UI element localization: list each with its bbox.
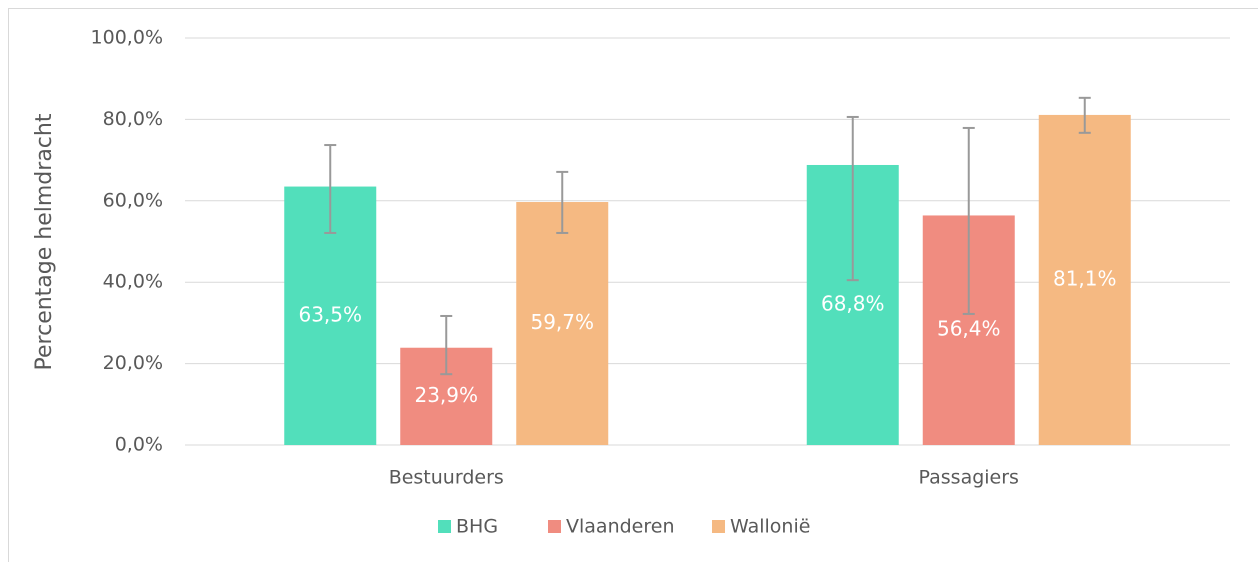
data-label: 81,1% [1053,266,1117,290]
y-tick-label: 40,0% [103,271,163,293]
data-label: 23,9% [414,383,478,407]
bar [516,202,609,445]
data-label: 68,8% [821,291,885,315]
legend-swatch [548,520,561,533]
data-label: 56,4% [937,317,1001,341]
y-tick-label: 100,0% [91,27,163,49]
y-axis-label: Percentage helmdracht [32,113,57,370]
y-tick-label: 20,0% [103,352,163,374]
data-label: 63,5% [298,302,362,326]
y-tick-label: 80,0% [103,108,163,130]
x-tick-label: Bestuurders [389,467,504,489]
legend-label: Wallonië [730,516,810,538]
bar [1038,114,1131,445]
x-tick-label: Passagiers [919,467,1019,489]
legend-label: BHG [456,516,498,538]
legend-label: Vlaanderen [566,516,674,538]
legend-swatch [438,520,451,533]
y-tick-label: 60,0% [103,189,163,211]
legend-swatch [712,520,725,533]
data-label: 59,7% [530,310,594,334]
chart-border [8,8,1258,562]
y-tick-label: 0,0% [115,434,163,456]
